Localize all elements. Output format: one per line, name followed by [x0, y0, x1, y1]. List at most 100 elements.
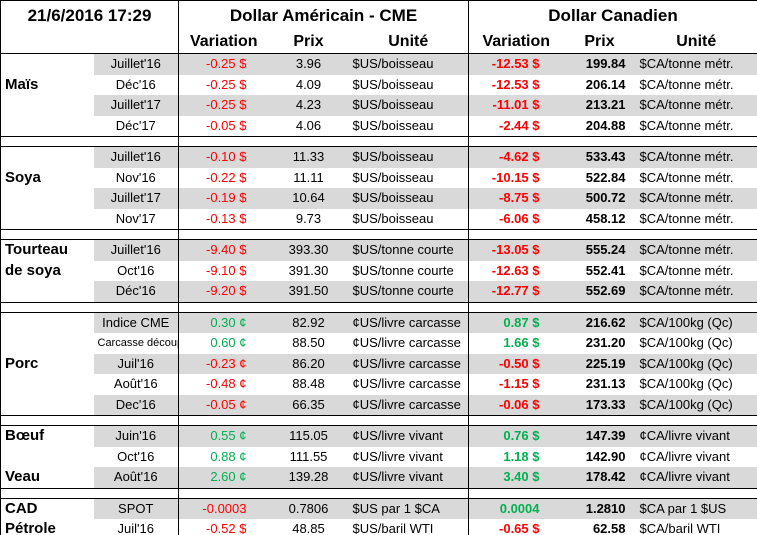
separator-cell [0, 301, 94, 313]
separator-cell [468, 301, 564, 313]
data-row: Août'16 -0.48 ¢ 88.48 ¢US/livre carcasse -1.… [0, 374, 757, 395]
commodity-label [0, 312, 94, 333]
column-header: Unité [635, 31, 757, 54]
us-price: 391.50 [268, 281, 349, 302]
separator-cell [178, 136, 269, 147]
us-variation: -0.10 $ [178, 146, 269, 168]
separator-cell [563, 415, 636, 426]
separator-cell [348, 229, 469, 240]
period: Dec'16 [93, 394, 179, 416]
us-unit: ¢US/livre vivant [348, 425, 469, 447]
separator-cell [0, 415, 94, 426]
separator-cell [468, 487, 564, 499]
commodity-label: Soya [0, 167, 94, 188]
period: Oct'16 [93, 446, 179, 467]
us-price: 88.48 [292, 376, 325, 392]
us-unit: ¢US/livre carcasse [348, 333, 469, 354]
period: Déc'16 [93, 74, 179, 95]
separator-cell [563, 487, 636, 499]
column-header: Unité [348, 31, 469, 54]
us-price: 4.23 [268, 95, 349, 116]
ca-variation: -12.53 $ [468, 53, 564, 75]
us-unit: $US/boisseau [348, 74, 469, 95]
separator-row [0, 229, 757, 240]
commodity-label [0, 333, 94, 354]
separator-row [0, 301, 757, 313]
us-variation: -0.25 $ [206, 76, 247, 92]
data-row: Carcasse découpée 0.60 ¢ 88.50 ¢US/livre ca… [0, 333, 757, 354]
us-unit: ¢US/livre carcasse [348, 374, 469, 395]
ca-variation: -6.06 $ [499, 210, 540, 226]
us-price: 393.30 [268, 239, 349, 261]
commodity-label [0, 281, 94, 302]
separator-cell [468, 415, 564, 426]
us-variation: -9.10 $ [206, 262, 247, 278]
commodity-label: Tourteau [0, 239, 94, 261]
us-price: 0.7806 [268, 498, 349, 519]
separator-cell [268, 136, 349, 147]
us-price: 88.50 [292, 335, 325, 351]
corner [0, 31, 179, 54]
commodity-label: de soya [0, 260, 94, 281]
commodity-label: Veau [0, 467, 94, 488]
data-row: Dec'16 -0.05 ¢ 66.35 ¢US/livre carcasse -0.0… [0, 394, 757, 416]
ca-price: 458.12 [585, 210, 626, 226]
us-unit: $US/boisseau [348, 53, 469, 75]
us-price: 111.55 [289, 448, 328, 464]
separator-cell [178, 229, 269, 240]
us-variation: -0.22 $ [206, 169, 247, 185]
ca-price: 204.88 [585, 117, 626, 133]
separator-cell [93, 487, 179, 499]
data-row: Indice CME 0.30 ¢ 82.92 ¢US/livre carcasse 0… [0, 312, 757, 333]
ca-variation: -12.53 $ [491, 76, 540, 92]
us-variation: 0.55 ¢ [178, 425, 269, 447]
separator-cell [268, 301, 349, 313]
ca-price: 555.24 [563, 239, 636, 261]
ca-unit: $CA/tonne métr. [635, 53, 757, 75]
ca-unit: $CA/tonne métr. [635, 95, 757, 116]
us-price: 139.28 [268, 467, 349, 488]
us-variation: 0.60 ¢ [210, 335, 247, 351]
ca-variation: -8.75 $ [468, 188, 564, 209]
ca-unit: $CA/tonne métr. [639, 76, 734, 92]
us-variation: -9.40 $ [178, 239, 269, 261]
us-price: 10.64 [268, 188, 349, 209]
us-unit: $US/boisseau [348, 95, 469, 116]
ca-price: 147.39 [563, 425, 636, 447]
ca-unit: $CA/100kg (Qc) [639, 376, 733, 392]
us-variation: 0.88 ¢ [210, 448, 247, 464]
separator-cell [268, 229, 349, 240]
ca-variation: -2.44 $ [499, 117, 540, 133]
us-price: 4.09 [295, 76, 322, 92]
period: Juil'16 [93, 353, 179, 374]
commodity-label: Porc [0, 353, 94, 374]
us-unit: $US/tonne courte [348, 239, 469, 261]
ca-price: 533.43 [563, 146, 636, 168]
timestamp: 21/6/2016 17:29 [0, 0, 179, 31]
column-header: Variation [178, 31, 269, 54]
data-row: Déc'17 -0.05 $ 4.06 $US/boisseau -2.44 $ 204.… [0, 115, 757, 137]
separator-cell [348, 136, 469, 147]
period: Août'16 [93, 374, 179, 395]
separator-cell [0, 487, 94, 499]
us-price: 391.30 [288, 262, 329, 278]
separator-cell [93, 415, 179, 426]
commodity-label: CAD [0, 498, 94, 519]
period: Juil'16 [93, 519, 179, 535]
data-row: CAD SPOT -0.0003 0.7806 $US par 1 $CA 0.0004 1… [0, 498, 757, 519]
us-unit: $US/boisseau [348, 115, 469, 137]
separator-cell [635, 301, 757, 313]
us-variation: -0.19 $ [178, 188, 269, 209]
ca-unit: ¢CA/livre vivant [635, 425, 757, 447]
commodity-label: Maïs [0, 74, 94, 95]
ca-price: 199.84 [563, 53, 636, 75]
separator-cell [0, 229, 94, 240]
period: Août'16 [93, 467, 179, 488]
commodity-label: Bœuf [0, 425, 94, 447]
us-unit: $US/boisseau [348, 167, 469, 188]
header-row: 21/6/2016 17:29 Dollar Américain - CME D… [0, 0, 757, 31]
ca-price: 142.90 [585, 448, 626, 464]
data-row: Maïs Déc'16 -0.25 $ 4.09 $US/boisseau -12.53 … [0, 74, 757, 95]
ca-price: 178.42 [563, 467, 636, 488]
